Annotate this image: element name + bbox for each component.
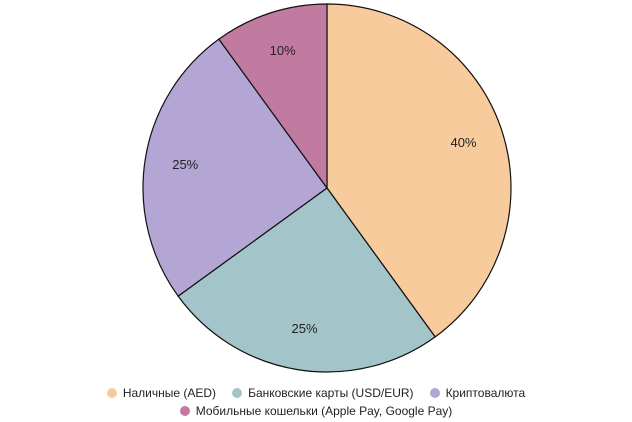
data-label: 25% xyxy=(292,321,318,336)
legend-item: Банковские карты (USD/EUR) xyxy=(232,385,414,401)
legend-item: Криптовалюта xyxy=(429,385,526,401)
legend: Наличные (AED) Банковские карты (USD/EUR)… xyxy=(91,385,541,419)
pie-slice xyxy=(326,3,512,338)
legend-label: Мобильные кошельки (Apple Pay, Google Pa… xyxy=(195,404,453,418)
data-label: 40% xyxy=(450,135,476,150)
legend-marker xyxy=(179,406,190,416)
data-label: 10% xyxy=(270,43,296,58)
legend-label: Наличные (AED) xyxy=(122,386,217,400)
legend-marker xyxy=(232,388,243,398)
legend-marker xyxy=(106,388,117,398)
pie-slice xyxy=(142,38,328,297)
data-label: 25% xyxy=(172,157,198,172)
pie-slice xyxy=(177,187,436,373)
legend-marker xyxy=(429,388,440,398)
legend-item: Наличные (AED) xyxy=(106,385,217,401)
legend-label: Криптовалюта xyxy=(445,386,526,400)
legend-item: Мобильные кошельки (Apple Pay, Google Pa… xyxy=(179,403,453,419)
pie-area: 40% 25% 25% 10% xyxy=(142,3,512,373)
pie-slice xyxy=(218,3,328,190)
legend-label: Банковские карты (USD/EUR) xyxy=(248,386,414,400)
